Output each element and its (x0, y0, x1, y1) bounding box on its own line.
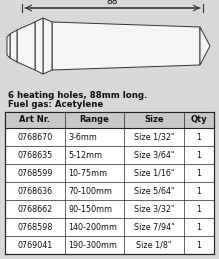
Text: 1: 1 (196, 241, 201, 249)
Text: 0768599: 0768599 (17, 169, 53, 177)
Polygon shape (200, 27, 210, 65)
Text: 1: 1 (196, 133, 201, 141)
Text: 0769041: 0769041 (17, 241, 52, 249)
Polygon shape (43, 18, 52, 74)
Text: 0768636: 0768636 (17, 186, 52, 196)
Text: Size 1/8": Size 1/8" (136, 241, 172, 249)
Bar (5, 112, 214, 254)
Text: 3-6mm: 3-6mm (69, 133, 97, 141)
Text: 0768670: 0768670 (17, 133, 52, 141)
Text: 1: 1 (196, 205, 201, 213)
Text: Range: Range (79, 116, 109, 125)
Text: Size 3/64": Size 3/64" (134, 150, 174, 160)
Text: Size 1/32": Size 1/32" (134, 133, 174, 141)
Text: 0768635: 0768635 (17, 150, 52, 160)
Polygon shape (7, 34, 10, 58)
Text: Qty: Qty (191, 116, 207, 125)
Polygon shape (52, 22, 200, 70)
Text: 0768662: 0768662 (17, 205, 52, 213)
Text: Size 1/16": Size 1/16" (134, 169, 174, 177)
Text: 1: 1 (196, 222, 201, 232)
Text: Size 5/64": Size 5/64" (134, 186, 174, 196)
Bar (5, 112, 214, 128)
Text: Size 7/94": Size 7/94" (134, 222, 174, 232)
Text: 88: 88 (107, 0, 118, 6)
Polygon shape (10, 30, 17, 62)
Polygon shape (35, 18, 43, 74)
Text: 0768598: 0768598 (17, 222, 53, 232)
Text: 6 heating holes, 88mm long.: 6 heating holes, 88mm long. (8, 91, 147, 100)
Text: 70-100mm: 70-100mm (69, 186, 113, 196)
Text: 10-75mm: 10-75mm (69, 169, 108, 177)
Text: Fuel gas: Acetylene: Fuel gas: Acetylene (8, 100, 103, 109)
Text: Size 3/32": Size 3/32" (134, 205, 174, 213)
Text: 5-12mm: 5-12mm (69, 150, 103, 160)
Text: 1: 1 (196, 169, 201, 177)
Text: 90-150mm: 90-150mm (69, 205, 113, 213)
Text: 190-300mm: 190-300mm (69, 241, 118, 249)
Polygon shape (17, 22, 35, 70)
Text: 1: 1 (196, 186, 201, 196)
Text: Art Nr.: Art Nr. (19, 116, 50, 125)
Text: Size: Size (144, 116, 164, 125)
Text: 140-200mm: 140-200mm (69, 222, 118, 232)
Text: 1: 1 (196, 150, 201, 160)
